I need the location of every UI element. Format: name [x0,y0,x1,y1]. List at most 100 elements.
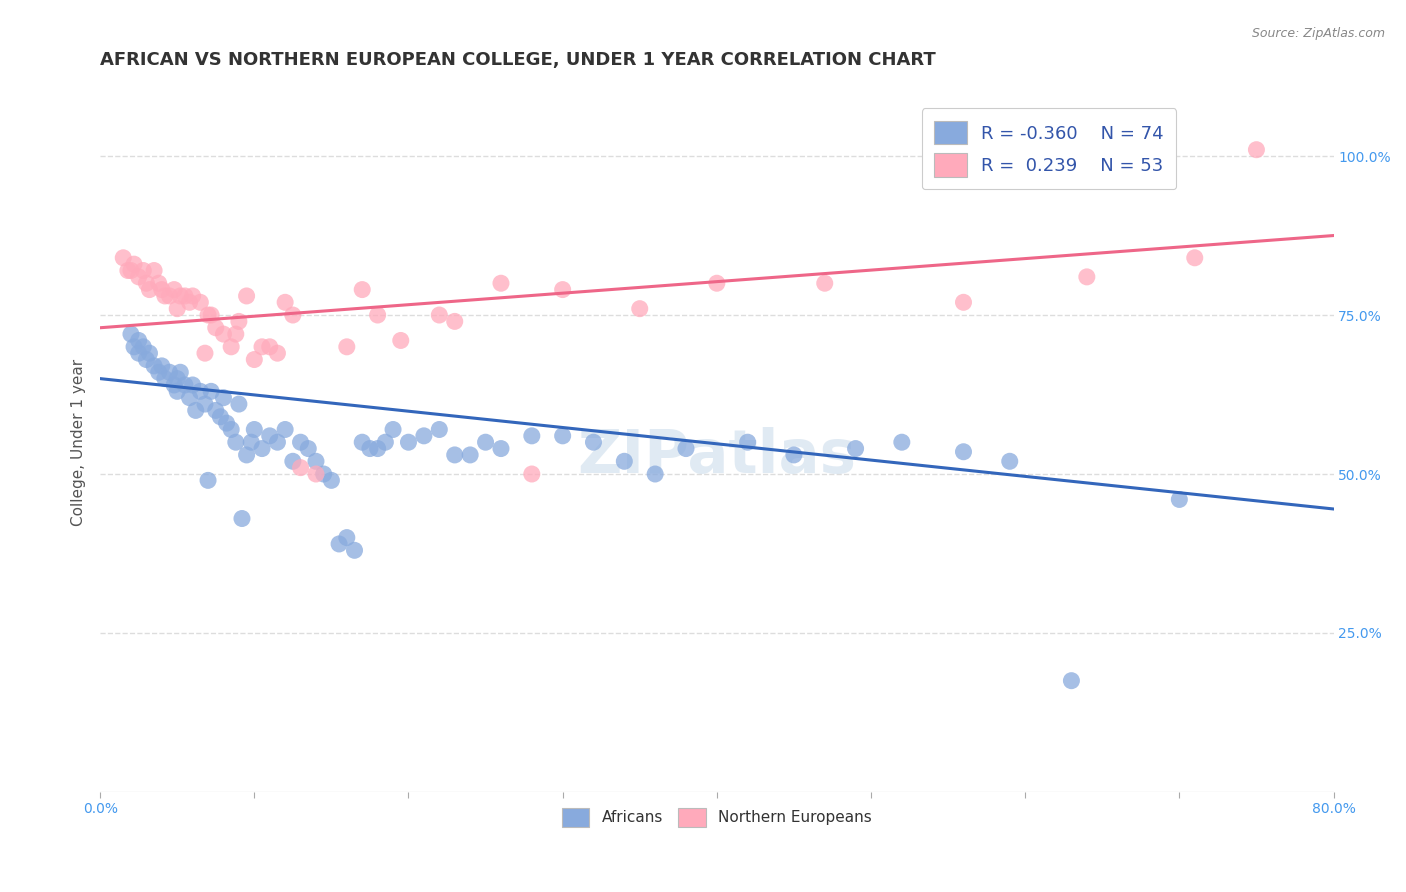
Point [520,467,543,481]
Point [163,378,186,392]
Point [159,289,181,303]
Point [259,340,281,354]
Point [343,543,366,558]
Point [128,269,150,284]
Point [352,435,374,450]
Point [148,277,170,291]
Point [159,365,181,379]
Point [890,435,912,450]
Point [225,327,247,342]
Point [166,301,188,316]
Point [215,416,238,430]
Point [194,346,217,360]
Point [153,371,176,385]
Text: ZIPatlas: ZIPatlas [578,426,856,486]
Point [675,442,697,456]
Point [250,340,273,354]
Point [235,289,257,303]
Point [321,474,343,488]
Point [200,308,222,322]
Point [489,277,512,291]
Point [382,422,405,436]
Legend: Africans, Northern Europeans: Africans, Northern Europeans [555,801,877,833]
Point [150,283,173,297]
Point [367,308,389,322]
Point [179,391,201,405]
Point [228,314,250,328]
Point [225,435,247,450]
Point [389,334,412,348]
Point [259,429,281,443]
Point [443,314,465,328]
Point [204,403,226,417]
Point [243,352,266,367]
Point [204,320,226,334]
Point [138,346,160,360]
Point [328,537,350,551]
Point [367,442,389,456]
Point [737,435,759,450]
Point [163,283,186,297]
Point [188,295,211,310]
Point [219,422,242,436]
Point [212,391,235,405]
Point [231,511,253,525]
Point [166,384,188,399]
Point [336,531,359,545]
Point [181,289,204,303]
Point [644,467,666,481]
Point [1168,492,1191,507]
Point [200,384,222,399]
Point [235,448,257,462]
Point [194,397,217,411]
Point [174,378,197,392]
Point [143,263,166,277]
Point [122,257,145,271]
Point [783,448,806,462]
Point [138,283,160,297]
Point [243,422,266,436]
Point [120,327,142,342]
Point [706,277,728,291]
Point [1184,251,1206,265]
Point [166,371,188,385]
Point [120,263,142,277]
Point [117,263,139,277]
Point [250,442,273,456]
Point [212,327,235,342]
Point [274,295,297,310]
Point [128,346,150,360]
Point [112,251,135,265]
Point [266,346,288,360]
Point [122,340,145,354]
Y-axis label: College, Under 1 year: College, Under 1 year [72,359,86,525]
Point [148,365,170,379]
Point [845,442,868,456]
Point [181,378,204,392]
Point [274,422,297,436]
Point [305,454,328,468]
Point [209,409,232,424]
Point [266,435,288,450]
Point [153,289,176,303]
Point [143,359,166,373]
Point [628,301,651,316]
Point [336,340,359,354]
Point [132,340,155,354]
Point [443,448,465,462]
Point [219,340,242,354]
Point [359,442,381,456]
Point [582,435,605,450]
Point [613,454,636,468]
Point [128,334,150,348]
Point [1246,143,1268,157]
Point [281,454,304,468]
Point [179,295,201,310]
Point [412,429,434,443]
Point [169,289,191,303]
Point [297,442,319,456]
Point [551,283,574,297]
Point [135,352,157,367]
Point [398,435,420,450]
Point [952,295,974,310]
